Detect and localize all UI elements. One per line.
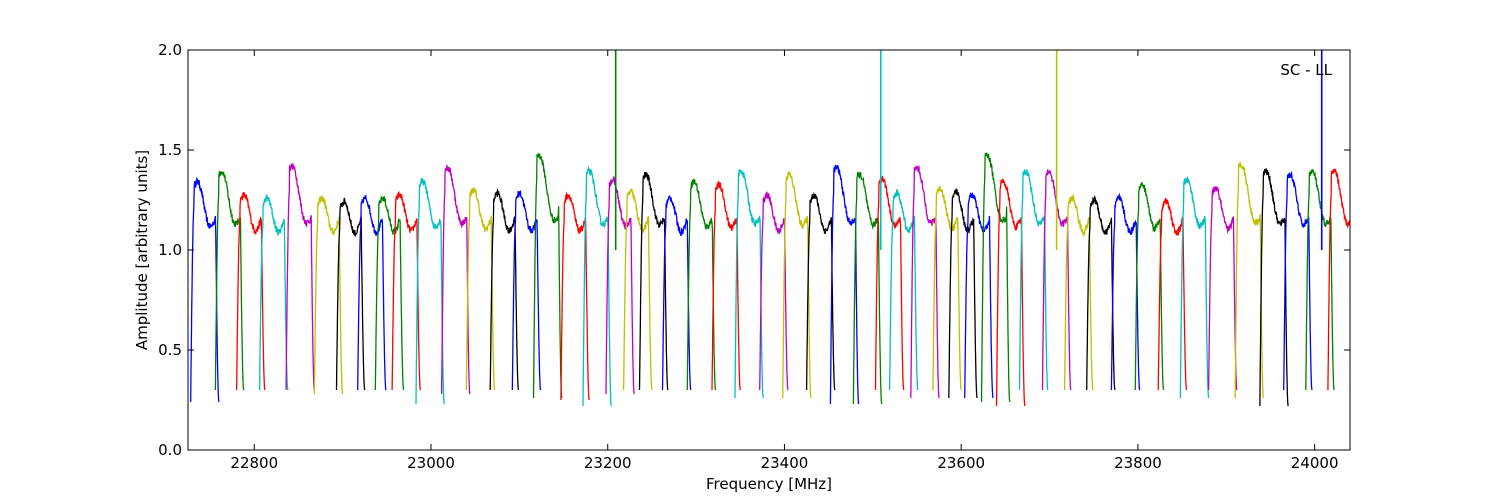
series-line-channel xyxy=(1283,170,1313,391)
series-line-channel xyxy=(852,171,883,405)
series-line-channel xyxy=(582,165,612,407)
series-line-channel xyxy=(711,180,741,391)
series-line-channel xyxy=(190,176,220,403)
series-line-channel xyxy=(1327,168,1350,391)
x-tick-label: 23600 xyxy=(937,454,985,472)
series-line-channel xyxy=(1305,168,1335,391)
series-line-channel xyxy=(1063,193,1094,391)
y-tick-label: 0.5 xyxy=(158,341,182,359)
plot-frame xyxy=(187,49,1351,451)
series-line-channel xyxy=(285,163,316,391)
series-line-channel xyxy=(932,185,962,391)
y-tick-label: 2.0 xyxy=(158,41,182,59)
series-line-channel xyxy=(374,196,405,391)
series-line-channel xyxy=(1157,197,1188,391)
series-line-channel xyxy=(622,187,653,391)
series-line-channel xyxy=(605,175,635,395)
series-line-channel xyxy=(391,190,422,391)
x-axis-ticks: 22800 23000 23200 23400 23600 23800 24000 xyxy=(230,50,1339,472)
series-line-channel xyxy=(1207,186,1238,391)
series-line-channel xyxy=(235,192,266,391)
series-line-channel xyxy=(964,191,994,399)
x-tick-label: 23200 xyxy=(584,454,632,472)
y-tick-label: 0.0 xyxy=(158,441,182,459)
series-line-channel xyxy=(759,191,789,391)
series-line-channel xyxy=(440,164,471,395)
series-line-channel xyxy=(638,171,669,391)
x-tick-label: 23800 xyxy=(1114,454,1162,472)
series-line-channel xyxy=(1086,194,1116,391)
series-line-channel xyxy=(1179,176,1210,399)
series-line-channel xyxy=(782,170,812,399)
series-line-channel xyxy=(1018,169,1049,391)
series-line-channel xyxy=(560,191,590,401)
series-line-channel xyxy=(335,197,366,391)
series-line-channel xyxy=(686,177,717,391)
series-line-channel xyxy=(805,191,836,391)
series-line-channel xyxy=(734,169,764,399)
series-line-channel xyxy=(214,170,245,391)
series-line-channel xyxy=(1134,181,1165,391)
series-line-channel xyxy=(415,176,445,405)
series-line-channel xyxy=(910,164,940,399)
series-line-channel xyxy=(465,187,496,391)
series-line-channel xyxy=(829,164,860,405)
x-tick-label: 24000 xyxy=(1291,454,1339,472)
series-line-channel xyxy=(258,193,289,391)
series-line-channel xyxy=(357,194,387,391)
x-tick-label: 23000 xyxy=(407,454,455,472)
series-line-channel xyxy=(313,195,344,395)
series-line-channel xyxy=(995,178,1026,407)
series-line-channel xyxy=(948,187,978,399)
series-line-channel xyxy=(1110,192,1141,391)
series-line-channel xyxy=(1259,168,1289,407)
series-line-channel xyxy=(980,152,1011,403)
series-layer xyxy=(190,50,1350,407)
y-tick-label: 1.5 xyxy=(158,141,182,159)
x-tick-label: 22800 xyxy=(230,454,278,472)
series-line-channel xyxy=(1234,161,1265,399)
series-line-channel xyxy=(661,194,692,391)
x-tick-label: 23400 xyxy=(761,454,809,472)
plot-annotation: SC - LL xyxy=(1280,61,1332,79)
series-line-channel xyxy=(532,152,563,399)
series-line-channel xyxy=(489,187,520,391)
y-axis-ticks: 0.0 0.5 1.0 1.5 2.0 xyxy=(158,41,1350,459)
y-axis-title: Amplitude [arbitrary units] xyxy=(133,150,151,350)
x-axis-title: Frequency [MHz] xyxy=(706,475,832,493)
y-tick-label: 1.0 xyxy=(158,241,182,259)
